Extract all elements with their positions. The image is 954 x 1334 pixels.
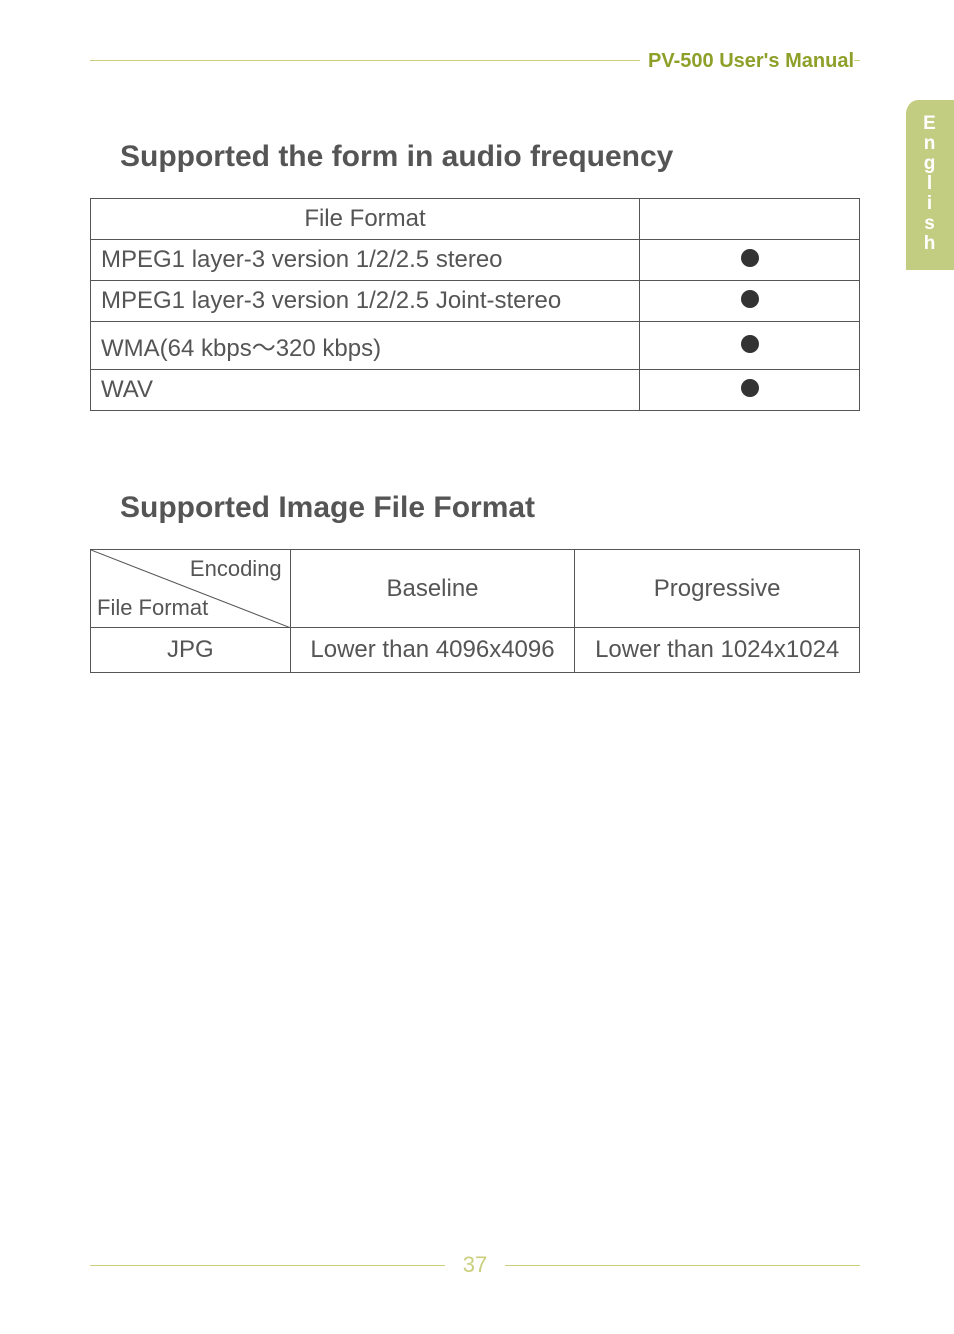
support-cell [640,281,860,322]
diagonal-header-cell: Encoding File Format [91,550,291,628]
header-title: PV-500 User's Manual [640,50,854,73]
page-content: Supported the form in audio frequency Fi… [90,120,860,673]
baseline-cell: Lower than 4096x4096 [290,628,575,673]
image-section-title: Supported Image File Format [120,491,860,525]
table-row: MPEG1 layer-3 version 1/2/2.5 Joint-ster… [91,281,860,322]
header-title-text: PV-500 User's Manual [648,50,854,72]
image-format-cell: JPG [91,628,291,673]
image-format-table: Encoding File Format Baseline Progressiv… [90,549,860,673]
footer-rule-right [505,1265,860,1266]
dot-icon [741,335,759,353]
table-row: WAV [91,370,860,411]
audio-format-cell: MPEG1 layer-3 version 1/2/2.5 stereo [91,240,640,281]
page-number: 37 [445,1252,505,1278]
diag-fileformat-label: File Format [97,595,208,621]
col-header-baseline: Baseline [290,550,575,628]
col-header-support [640,199,860,240]
dot-icon [741,379,759,397]
page-footer: 37 [90,1252,860,1278]
audio-format-cell: WMA(64 kbps～320 kbps) [91,322,640,370]
lang-letter: h [924,234,937,254]
support-cell [640,240,860,281]
table-row: MPEG1 layer-3 version 1/2/2.5 stereo [91,240,860,281]
dot-icon [741,249,759,267]
lang-letter: n [924,134,937,154]
table-header-row: Encoding File Format Baseline Progressiv… [91,550,860,628]
footer-rule-left [90,1265,445,1266]
table-header-row: File Format [91,199,860,240]
lang-letter: s [924,214,936,234]
table-row: JPG Lower than 4096x4096 Lower than 1024… [91,628,860,673]
progressive-cell: Lower than 1024x1024 [575,628,860,673]
audio-section-title: Supported the form in audio frequency [120,140,860,174]
col-header-fileformat: File Format [91,199,640,240]
lang-letter: E [923,114,937,134]
col-header-progressive: Progressive [575,550,860,628]
lang-letter: g [924,154,937,174]
audio-format-cell: WAV [91,370,640,411]
lang-letter: l [927,174,933,194]
lang-letter: i [927,194,933,214]
audio-format-table: File Format MPEG1 layer-3 version 1/2/2.… [90,198,860,411]
language-tab: E n g l i s h [904,100,954,270]
table-row: WMA(64 kbps～320 kbps) [91,322,860,370]
audio-format-cell: MPEG1 layer-3 version 1/2/2.5 Joint-ster… [91,281,640,322]
support-cell [640,322,860,370]
support-cell [640,370,860,411]
diag-encoding-label: Encoding [190,556,282,582]
dot-icon [741,290,759,308]
